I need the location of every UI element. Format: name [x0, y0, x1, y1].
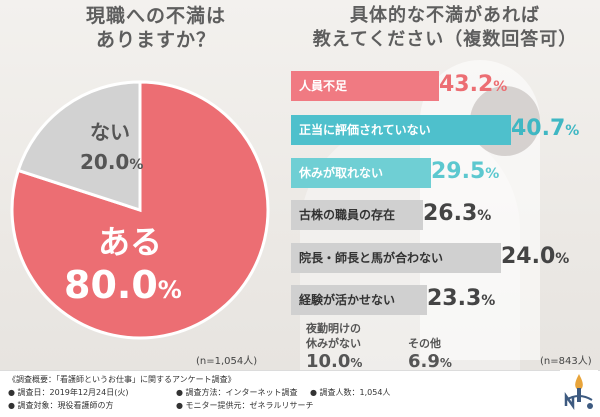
bar-item-night-shift: 夜勤明けの 休みがない 10.0%	[306, 321, 362, 374]
pie-title-line2: ありますか？	[95, 29, 216, 51]
background-figure-nurse	[420, 60, 540, 360]
pie-label-yes: ある	[98, 223, 162, 261]
bar-label: その他	[408, 337, 441, 350]
bar-value: 43.2%	[439, 72, 508, 97]
bar-title-line1: 具体的な不満があれば	[350, 5, 540, 26]
pie-chart-title: 現職への不満は ありますか？	[56, 4, 256, 52]
bar-value: 23.3%	[427, 286, 496, 311]
bar-label: 夜勤明けの	[306, 322, 361, 335]
bar-label: 正当に評価されていない	[291, 115, 511, 145]
bar-value: 6.9%	[408, 351, 452, 372]
bar-label: 古株の職員の存在	[291, 200, 423, 230]
pie-value-no: 20.0%	[80, 150, 143, 174]
bar-value: 26.3%	[423, 201, 492, 226]
survey-overview: 《調査概要：「看護師というお仕事」に関するアンケート調査》 ● 調査日：2019…	[0, 370, 600, 417]
brand-logo	[560, 370, 598, 414]
pie-slice-no	[16, 80, 142, 213]
pie-sample-size: (n=1,054人)	[196, 356, 258, 367]
bar-value: 29.5%	[431, 159, 500, 184]
survey-date: ● 調査日：2019年12月24日(火)	[8, 388, 129, 397]
bar-item-other: その他 6.9%	[408, 336, 452, 374]
bar-sample-size: (n=843人)	[540, 356, 592, 367]
bar-value: 10.0%	[306, 351, 363, 372]
bar-chart-title: 具体的な不満があれば 教えてください（複数回答可）	[300, 4, 590, 52]
bar-value: 24.0%	[501, 244, 570, 269]
bar-value: 40.7%	[511, 116, 580, 141]
bar-label: 院長・師長と馬が合わない	[291, 243, 501, 273]
bar-label: 人員不足	[291, 71, 439, 101]
survey-monitor: ● モニター提供元：ゼネラルリサーチ	[176, 401, 314, 410]
pie-label-no: ない	[90, 120, 130, 144]
bar-label: 休みが取れない	[291, 158, 431, 188]
survey-method: ● 調査方法：インターネット調査	[176, 388, 298, 397]
pie-title-line1: 現職への不満は	[85, 5, 226, 27]
survey-target: ● 調査対象：現役看護師の方	[8, 401, 114, 410]
survey-people: ● 調査人数：1,054人	[310, 388, 391, 397]
survey-title: 《調査概要：「看護師というお仕事」に関するアンケート調査》	[8, 375, 236, 384]
pie-value-yes: 80.0%	[64, 263, 182, 307]
bar-title-line2: 教えてください（複数回答可）	[312, 29, 578, 50]
pie-chart: ない 20.0% ある 80.0%	[10, 80, 270, 340]
bar-label: 休みがない	[306, 337, 361, 350]
bar-label: 経験が活かせない	[291, 285, 427, 315]
